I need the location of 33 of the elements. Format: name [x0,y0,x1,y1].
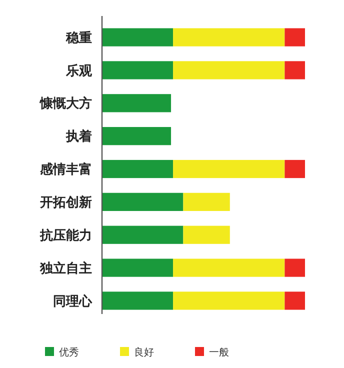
bar [102,226,184,244]
y-tick-label: 稳重 [65,30,92,46]
y-tick-label: 开拓创新 [39,194,92,210]
legend-label: 一般 [209,348,229,358]
bar [173,292,285,310]
bar [284,292,305,310]
y-tick-label: 同理心 [53,293,93,310]
bar [284,160,305,178]
bar [183,192,230,211]
y-tick-label: 慷慨大方 [39,96,92,112]
bar [284,258,305,277]
bar [173,160,285,178]
bar [102,258,174,277]
bar [102,160,174,178]
bar [183,226,230,244]
bar [102,192,184,211]
bar [102,292,174,310]
bar [284,28,305,46]
y-tick-label: 感情丰富 [39,162,92,178]
bar [284,61,305,80]
legend-label: 良好 [134,346,154,358]
bar [102,94,172,112]
bar [173,258,285,277]
bar [102,127,172,146]
bar [173,28,285,46]
legend-label: 优秀 [59,346,79,358]
y-tick-label: 乐观 [65,62,93,79]
bar [102,28,174,46]
y-tick-label: 执着 [65,128,92,145]
y-tick-label: 抗压能力 [39,227,92,244]
bar [173,61,285,80]
y-tick-label: 独立自主 [39,260,92,276]
bar [102,61,174,80]
